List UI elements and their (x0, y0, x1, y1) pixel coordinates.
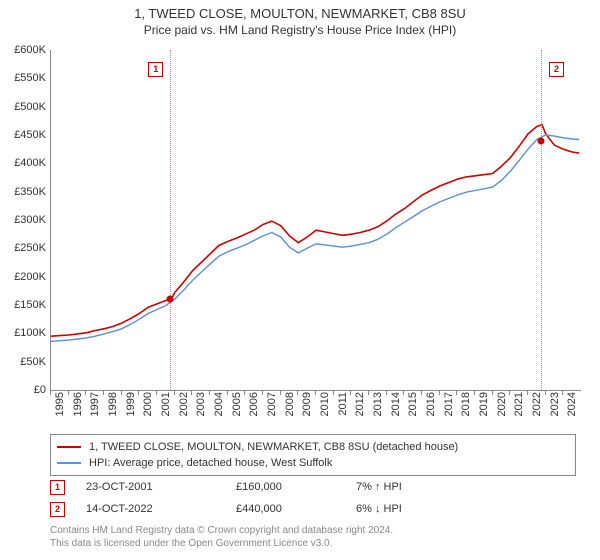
y-tick-label: £550K (0, 72, 46, 84)
x-tick-label: 2022 (531, 392, 543, 416)
y-tick-label: £50K (0, 356, 46, 368)
y-tick-label: £500K (0, 101, 46, 113)
y-tick-label: £200K (0, 271, 46, 283)
event-marker-box: 2 (549, 62, 564, 77)
price-chart: 1, TWEED CLOSE, MOULTON, NEWMARKET, CB8 … (0, 0, 600, 560)
x-tick-label: 2014 (390, 392, 402, 416)
event-dot (167, 296, 174, 303)
y-tick-label: £250K (0, 242, 46, 254)
x-tick-label: 2017 (443, 392, 455, 416)
x-tick-label: 2002 (178, 392, 190, 416)
y-tick-label: £600K (0, 44, 46, 56)
event-dot (537, 137, 544, 144)
x-tick-label: 2005 (231, 392, 243, 416)
credits-line-2: This data is licensed under the Open Gov… (50, 537, 576, 550)
x-tick-label: 1998 (107, 392, 119, 416)
delta-arrow-icon: ↑ (375, 481, 381, 493)
legend-swatch (57, 446, 81, 448)
x-tick-label: 2013 (372, 392, 384, 416)
x-tick-label: 2024 (566, 392, 578, 416)
credits: Contains HM Land Registry data © Crown c… (50, 524, 576, 550)
y-tick-label: £0 (0, 384, 46, 396)
transaction-marker: 2 (50, 502, 65, 517)
x-tick-label: 2016 (425, 392, 437, 416)
y-tick-label: £450K (0, 129, 46, 141)
x-tick-label: 1999 (125, 392, 137, 416)
transaction-delta: 7% ↑ HPI (356, 481, 476, 493)
y-tick-label: £100K (0, 327, 46, 339)
x-tick-label: 2023 (549, 392, 561, 416)
transaction-row: 2 14-OCT-2022£440,0006% ↓ HPI (50, 498, 576, 520)
y-tick-label: £400K (0, 157, 46, 169)
x-tick-label: 2009 (301, 392, 313, 416)
x-tick-label: 2021 (513, 392, 525, 416)
y-tick-label: £150K (0, 299, 46, 311)
x-tick-label: 2001 (160, 392, 172, 416)
credits-line-1: Contains HM Land Registry data © Crown c… (50, 524, 576, 537)
transaction-delta: 6% ↓ HPI (356, 503, 476, 515)
x-tick-label: 2010 (319, 392, 331, 416)
legend: 1, TWEED CLOSE, MOULTON, NEWMARKET, CB8 … (50, 434, 576, 476)
transaction-date: 23-OCT-2001 (86, 481, 236, 493)
legend-item: 1, TWEED CLOSE, MOULTON, NEWMARKET, CB8 … (57, 439, 569, 455)
chart-subtitle: Price paid vs. HM Land Registry's House … (0, 21, 600, 37)
x-tick-label: 1997 (89, 392, 101, 416)
x-tick-label: 2000 (142, 392, 154, 416)
line-series (51, 50, 581, 390)
x-tick-label: 2007 (266, 392, 278, 416)
legend-item: HPI: Average price, detached house, West… (57, 455, 569, 471)
x-tick-label: 1995 (54, 392, 66, 416)
transaction-price: £160,000 (236, 481, 356, 493)
transaction-price: £440,000 (236, 503, 356, 515)
event-vline (541, 50, 542, 390)
y-tick-label: £300K (0, 214, 46, 226)
y-tick-label: £350K (0, 186, 46, 198)
x-tick-label: 2008 (284, 392, 296, 416)
transaction-row: 1 23-OCT-2001£160,0007% ↑ HPI (50, 476, 576, 498)
x-tick-label: 2003 (195, 392, 207, 416)
legend-label: 1, TWEED CLOSE, MOULTON, NEWMARKET, CB8 … (89, 441, 458, 453)
x-tick-label: 2019 (478, 392, 490, 416)
plot-area (50, 50, 581, 391)
x-tick-label: 1996 (72, 392, 84, 416)
transactions-table: 1 23-OCT-2001£160,0007% ↑ HPI 2 14-OCT-2022… (50, 476, 576, 520)
legend-label: HPI: Average price, detached house, West… (89, 457, 332, 469)
transaction-marker: 1 (50, 480, 65, 495)
event-vline (170, 50, 171, 390)
chart-title: 1, TWEED CLOSE, MOULTON, NEWMARKET, CB8 … (0, 0, 600, 21)
x-tick-label: 2018 (460, 392, 472, 416)
x-tick-label: 2020 (496, 392, 508, 416)
event-marker-box: 1 (148, 62, 163, 77)
series-line (51, 135, 579, 341)
x-tick-label: 2006 (248, 392, 260, 416)
series-line (51, 125, 579, 336)
x-tick-label: 2015 (407, 392, 419, 416)
legend-swatch (57, 462, 81, 464)
transaction-date: 14-OCT-2022 (86, 503, 236, 515)
x-tick-label: 2004 (213, 392, 225, 416)
x-tick-label: 2012 (354, 392, 366, 416)
x-tick-label: 2011 (337, 392, 349, 416)
delta-arrow-icon: ↓ (375, 503, 381, 515)
